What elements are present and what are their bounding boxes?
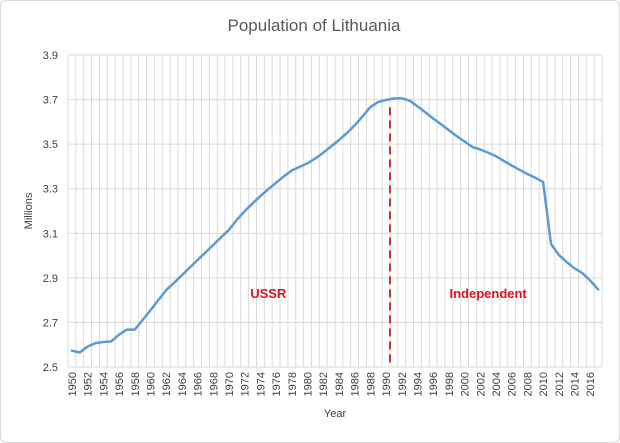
x-tick-label: 1950	[67, 372, 79, 396]
y-tick-label: 2.9	[43, 273, 58, 285]
x-tick-label: 1998	[444, 372, 456, 396]
x-tick-label: 1982	[318, 372, 330, 396]
x-axis-ticks: 1950 1952 1954 1956 1958 1960 1962 1964 1966 1968…	[67, 372, 597, 396]
x-tick-label: 1966	[193, 372, 205, 396]
x-tick-label: 2010	[538, 372, 550, 396]
x-tick-label: 1962	[161, 372, 173, 396]
y-tick-label: 3.7	[43, 95, 58, 107]
x-tick-label: 1994	[412, 372, 424, 396]
x-tick-label: 1988	[365, 372, 377, 396]
x-axis-label: Year	[324, 408, 347, 420]
x-tick-label: 2014	[570, 372, 582, 396]
x-tick-label: 1984	[334, 372, 346, 396]
x-tick-label: 1958	[130, 372, 142, 396]
x-tick-label: 1978	[287, 372, 299, 396]
x-tick-label: 1960	[145, 372, 157, 396]
x-tick-label: 2012	[554, 372, 566, 396]
y-tick-label: 3.5	[43, 139, 58, 151]
x-tick-label: 1976	[271, 372, 283, 396]
annotation-label: Independent	[449, 286, 527, 301]
series-line	[70, 96, 600, 354]
x-tick-label: 1972	[240, 372, 252, 396]
annotations: USSR Independent	[250, 286, 527, 301]
x-tick-label: 1986	[350, 372, 362, 396]
x-tick-label: 2008	[522, 372, 534, 396]
x-tick-label: 2002	[475, 372, 487, 396]
y-tick-label: 3.3	[43, 184, 58, 196]
x-tick-label: 1974	[255, 372, 267, 396]
x-tick-label: 1990	[381, 372, 393, 396]
y-tick-label: 2.7	[43, 317, 58, 329]
x-tick-label: 2006	[507, 372, 519, 396]
y-tick-label: 2.5	[43, 362, 58, 374]
x-tick-label: 1996	[428, 372, 440, 396]
x-tick-label: 2004	[491, 372, 503, 396]
x-tick-label: 1992	[397, 372, 409, 396]
x-tick-label: 1970	[224, 372, 236, 396]
annotation-label: USSR	[250, 286, 287, 301]
y-tick-label: 3.9	[43, 50, 58, 62]
x-tick-label: 1968	[208, 372, 220, 396]
series-group	[70, 96, 600, 354]
x-tick-label: 1956	[114, 372, 126, 396]
y-tick-label: 3.1	[43, 228, 58, 240]
x-tick-label: 1964	[177, 372, 189, 396]
x-tick-label: 1954	[98, 372, 110, 396]
x-tick-label: 1980	[303, 372, 315, 396]
y-axis-ticks: 2.5 2.7 2.9 3.1 3.3 3.5 3.7 3.9	[43, 50, 58, 374]
x-tick-label: 2016	[585, 372, 597, 396]
y-axis-label: Millions	[23, 192, 35, 229]
x-tick-label: 1952	[83, 372, 95, 396]
chart-title: Population of Lithuania	[228, 16, 402, 35]
x-tick-label: 2000	[460, 372, 472, 396]
grid	[67, 54, 603, 368]
